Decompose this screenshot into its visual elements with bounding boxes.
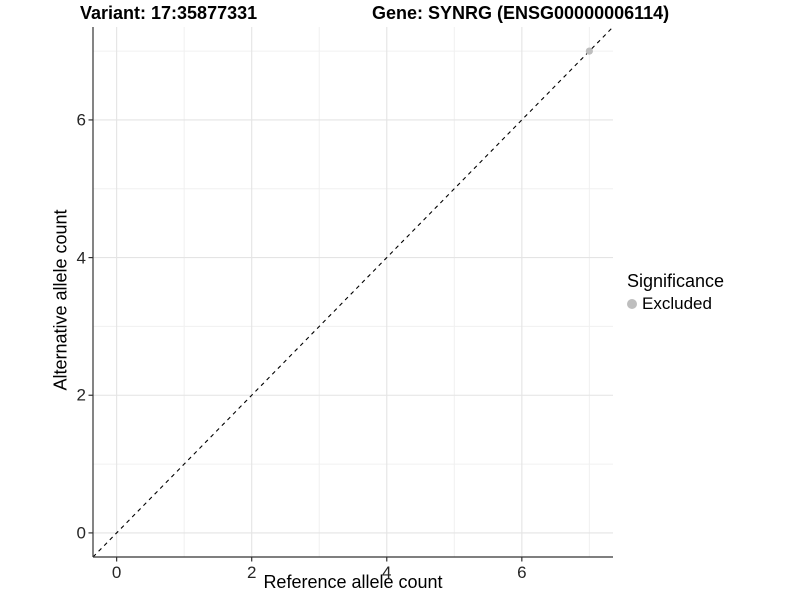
y-tick-label: 6 xyxy=(76,110,86,130)
legend: Significance Excluded xyxy=(627,271,724,313)
x-axis-title: Reference allele count xyxy=(263,572,443,592)
legend-point-swatch-icon xyxy=(627,298,637,309)
y-axis-title: Alternative allele count xyxy=(50,209,71,391)
identity-reference-line xyxy=(92,27,614,558)
legend-title: Significance xyxy=(627,271,725,291)
y-tick-label: 4 xyxy=(76,248,86,268)
x-tick-label: 4 xyxy=(382,563,392,582)
legend-item-label: Excluded xyxy=(642,294,712,313)
x-tick-label: 0 xyxy=(111,563,122,582)
plot-title-gene: Gene: SYNRG (ENSG00000006114) xyxy=(372,3,670,23)
y-tick-label: 2 xyxy=(76,385,86,405)
legend-items: Excluded xyxy=(627,294,724,313)
plot-panel xyxy=(88,27,614,562)
x-tick-label: 2 xyxy=(246,563,257,582)
plot-title-variant: Variant: 17:35877331 xyxy=(80,3,258,23)
x-tick-label: 6 xyxy=(517,563,527,582)
legend-item: Excluded xyxy=(627,294,724,313)
y-tick-label: 0 xyxy=(76,523,86,543)
data-point xyxy=(585,47,593,55)
